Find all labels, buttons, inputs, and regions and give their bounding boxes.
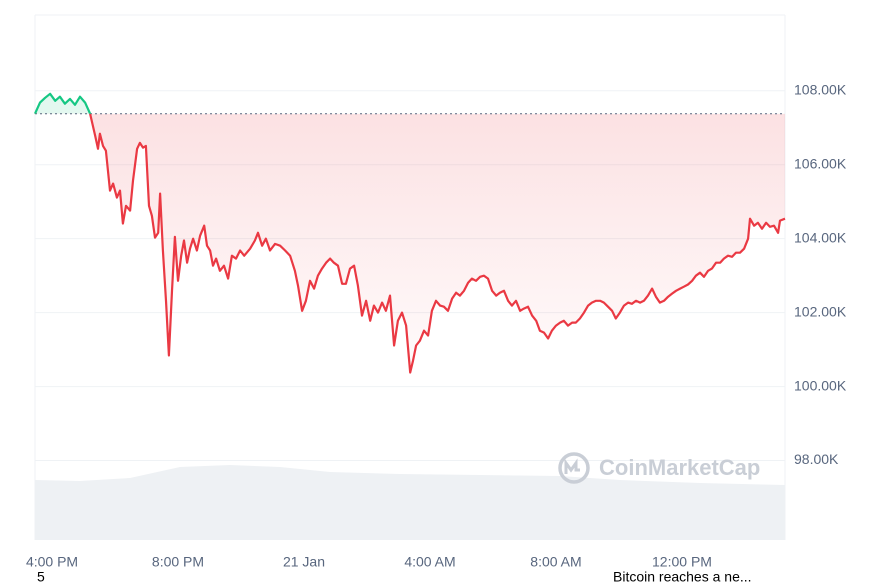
y-tick-label: 102.00K [794, 303, 847, 319]
x-tick-label: 4:00 PM [26, 554, 78, 570]
watermark-text: CoinMarketCap [599, 455, 760, 480]
watermark-logo [564, 458, 580, 474]
x-tick-label: 8:00 PM [152, 554, 204, 570]
x-tick-label: 12:00 PM [652, 554, 712, 570]
price-line [35, 113, 786, 374]
x-tick-label: 4:00 AM [404, 554, 455, 570]
y-tick-label: 104.00K [794, 229, 847, 245]
x-tick-label: 8:00 AM [530, 554, 581, 570]
watermark: CoinMarketCap [558, 452, 760, 484]
area-above-baseline [35, 93, 91, 114]
y-tick-label: 108.00K [794, 81, 847, 97]
volume-area [35, 465, 785, 540]
area-below-baseline [35, 113, 785, 373]
x-tick-label: 21 Jan [283, 554, 325, 570]
footer-label: 5 [37, 569, 45, 585]
y-tick-label: 100.00K [794, 377, 847, 393]
y-tick-label: 98.00K [794, 451, 839, 467]
watermark-logo [558, 452, 590, 484]
y-tick-label: 106.00K [794, 155, 847, 171]
footer-label: Bitcoin reaches a ne... [613, 569, 752, 585]
